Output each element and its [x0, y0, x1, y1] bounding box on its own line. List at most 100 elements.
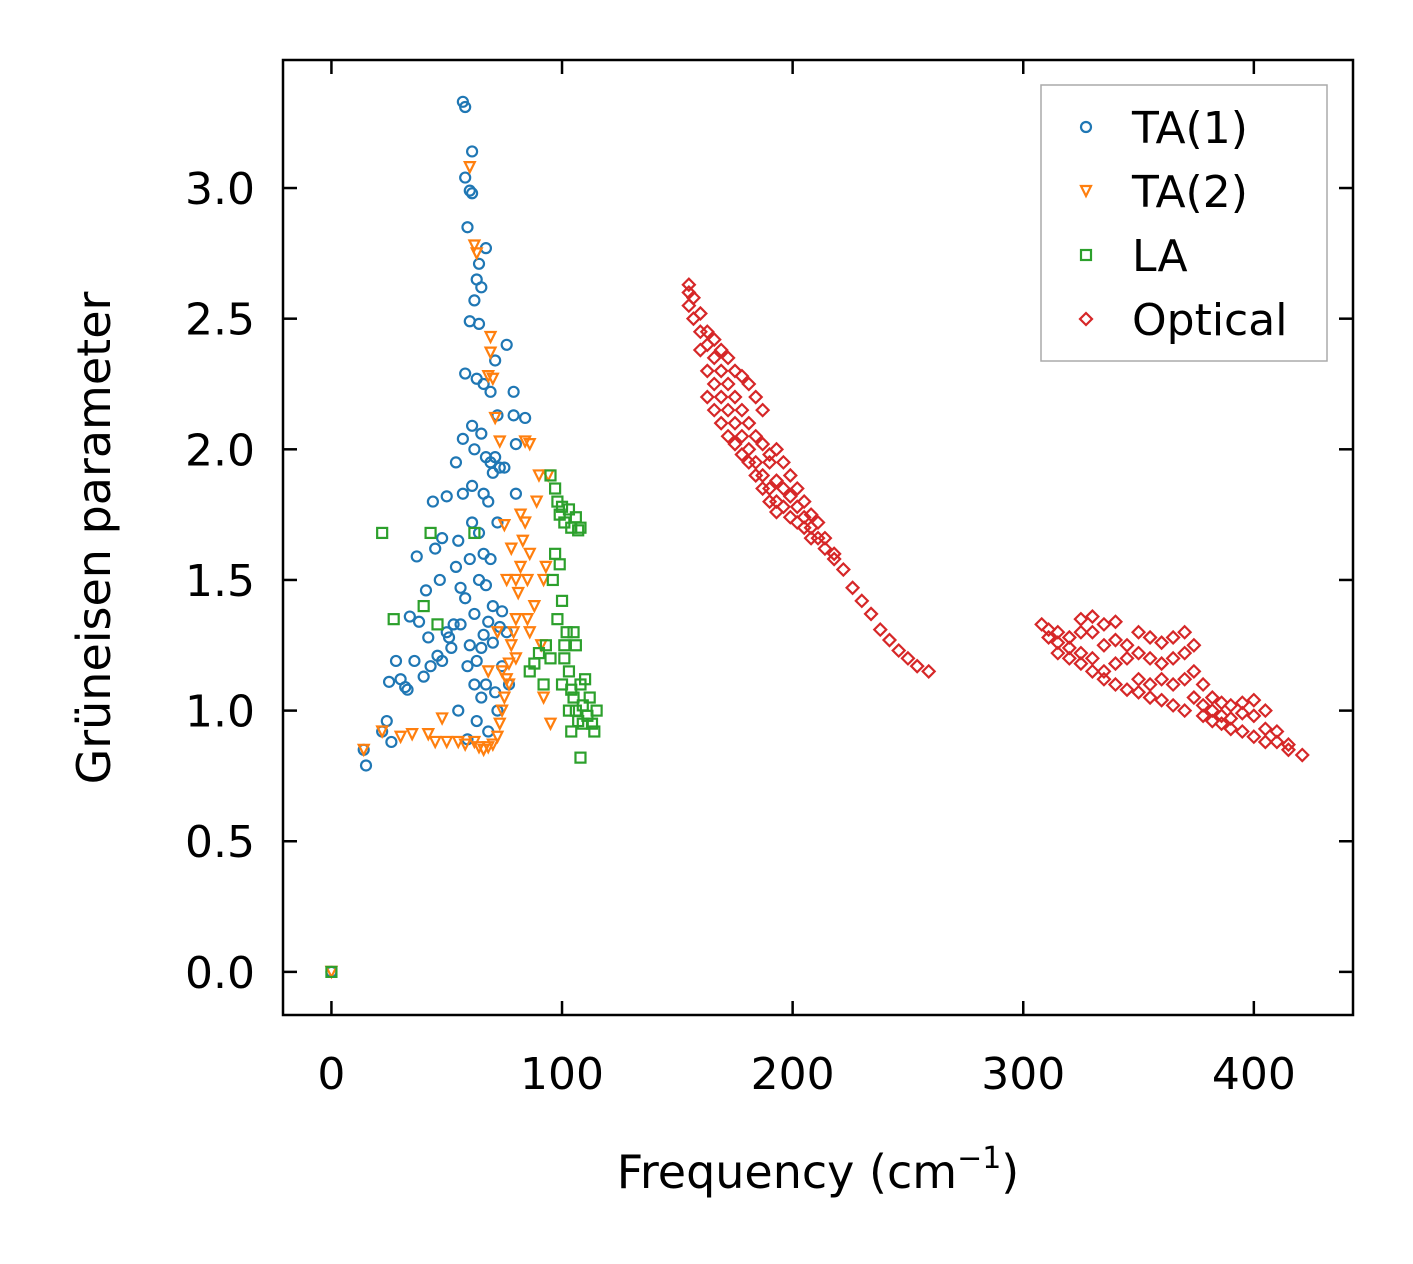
data-point: [1041, 629, 1057, 645]
data-point: [720, 428, 736, 444]
data-point: [768, 473, 785, 489]
data-point: [465, 187, 479, 200]
data-point: [440, 490, 453, 503]
data-point: [543, 717, 558, 732]
data-point: [558, 639, 571, 652]
data-point: [511, 586, 525, 601]
data-point: [452, 534, 465, 547]
data-point: [1084, 650, 1100, 666]
data-point: [741, 376, 757, 392]
legend-marker-circle-icon: [1079, 120, 1093, 134]
data-point: [782, 488, 798, 504]
data-point: [1142, 650, 1158, 666]
data-point: [1234, 723, 1250, 740]
data-point: [1130, 671, 1147, 687]
data-point: [1280, 737, 1296, 753]
data-point: [481, 665, 496, 679]
y-tick-label: 3.0: [185, 164, 255, 215]
data-point: [325, 965, 338, 978]
data-point: [486, 636, 499, 649]
data-point: [1119, 682, 1135, 698]
data-point: [1130, 624, 1147, 640]
data-point: [562, 503, 576, 516]
data-point: [380, 714, 393, 728]
data-point: [509, 487, 523, 500]
y-tick-label: 1.5: [185, 556, 255, 607]
data-point: [1204, 713, 1220, 729]
data-point: [477, 547, 490, 560]
data-point: [495, 665, 509, 679]
data-point: [789, 514, 805, 531]
data-point: [900, 650, 916, 666]
data-point: [706, 332, 722, 348]
data-point: [720, 350, 736, 366]
data-point: [1195, 708, 1211, 724]
data-point: [470, 714, 483, 728]
data-point: [1130, 645, 1147, 661]
data-point: [727, 363, 743, 379]
data-point: [445, 641, 458, 654]
data-point: [727, 389, 743, 405]
data-point: [1096, 637, 1112, 653]
plot-frame: [281, 58, 1355, 1017]
data-point: [458, 738, 472, 753]
data-point: [459, 100, 472, 114]
series-ta-2: [324, 161, 558, 980]
data-point: [475, 641, 488, 654]
data-point: [1177, 624, 1193, 640]
data-point: [762, 446, 778, 463]
data-point: [796, 494, 812, 510]
data-point: [685, 311, 702, 327]
data-point: [775, 480, 791, 497]
data-point: [454, 581, 467, 594]
data-point: [1154, 635, 1170, 651]
data-point: [507, 409, 520, 422]
data-point: [518, 516, 532, 530]
data-point: [713, 342, 729, 358]
data-point: [486, 599, 499, 613]
data-point: [479, 579, 493, 592]
data-point: [461, 660, 474, 673]
data-point: [447, 618, 460, 631]
data-point: [417, 670, 430, 683]
data-point: [1223, 721, 1239, 737]
data-point: [488, 411, 502, 426]
data-point: [499, 573, 514, 588]
x-axis-label-end: ): [1001, 1145, 1019, 1199]
data-point: [762, 454, 778, 470]
data-point: [1234, 705, 1250, 721]
data-point: [1165, 629, 1181, 645]
data-point: [1257, 703, 1273, 719]
data-point: [560, 626, 573, 639]
data-point: [720, 402, 736, 418]
data-point: [909, 658, 925, 674]
data-point: [523, 665, 536, 678]
data-point: [1107, 676, 1124, 693]
data-point: [502, 678, 516, 692]
data-point: [1142, 676, 1158, 693]
data-point: [359, 759, 373, 772]
y-tick-label: 1.0: [185, 687, 255, 738]
data-point: [1084, 624, 1100, 640]
data-point: [1107, 614, 1124, 630]
x-axis-label-superscript: −1: [957, 1141, 1001, 1176]
data-point: [428, 735, 442, 750]
data-point: [755, 402, 771, 418]
data-point: [1130, 684, 1147, 700]
data-point: [1142, 629, 1158, 645]
data-point: [486, 738, 500, 753]
data-point: [699, 389, 715, 405]
data-point: [519, 411, 532, 425]
data-point: [562, 665, 576, 678]
data-point: [1107, 632, 1124, 648]
legend-marker-square-icon: [1079, 248, 1093, 262]
data-point: [468, 294, 481, 307]
series-optical: [681, 277, 1310, 763]
data-point: [468, 526, 481, 540]
data-point: [436, 654, 449, 668]
data-point: [734, 428, 750, 444]
data-point: [1214, 708, 1230, 724]
data-point: [835, 561, 851, 578]
data-point: [755, 436, 771, 452]
